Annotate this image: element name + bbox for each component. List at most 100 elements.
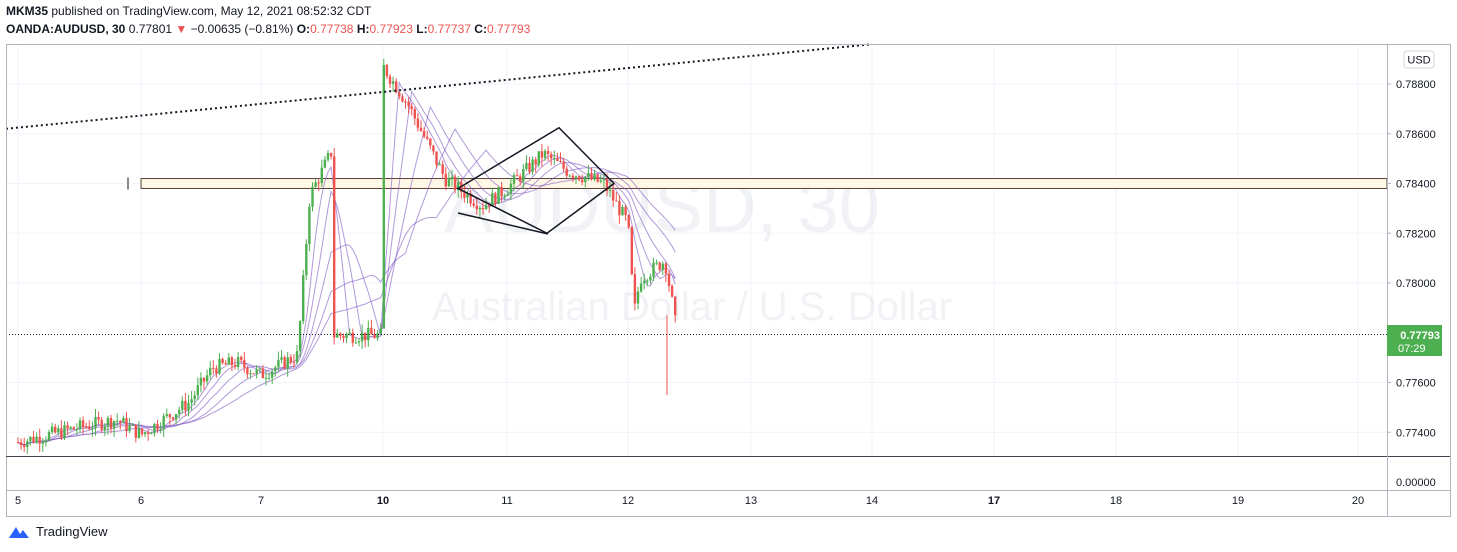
candle-body bbox=[81, 420, 85, 427]
last-price-value: 0.77793 bbox=[1400, 330, 1440, 342]
candle-body bbox=[150, 433, 153, 435]
candle-body bbox=[391, 81, 395, 84]
candle-body bbox=[230, 357, 234, 366]
candle-body bbox=[29, 436, 32, 442]
candle-body bbox=[584, 177, 587, 183]
candle-body bbox=[143, 432, 147, 435]
candle-body bbox=[565, 168, 568, 176]
candle-body bbox=[311, 186, 314, 207]
moving-average-line bbox=[17, 105, 676, 446]
candle-body bbox=[599, 180, 602, 182]
candle-body bbox=[283, 357, 286, 369]
publish-line: MKM35 published on TradingView.com, May … bbox=[6, 4, 371, 18]
candle-body bbox=[450, 176, 454, 179]
drawings[interactable] bbox=[5, 43, 1387, 335]
candle-body bbox=[88, 426, 91, 430]
candle-body bbox=[106, 417, 110, 427]
candle-body bbox=[32, 436, 35, 443]
footer-brand[interactable]: TradingView bbox=[8, 524, 108, 539]
candle-body bbox=[522, 168, 525, 182]
diamond-lower-left-edge[interactable] bbox=[457, 212, 549, 235]
time-tick-label: 18 bbox=[1110, 495, 1122, 507]
candle-body bbox=[196, 385, 199, 396]
candle-body bbox=[419, 127, 423, 131]
candle-body bbox=[398, 92, 401, 97]
author-name[interactable]: MKM35 bbox=[6, 4, 49, 18]
candle-body bbox=[184, 400, 187, 411]
candle-body bbox=[224, 362, 227, 365]
bar-countdown: 07:29 bbox=[1398, 343, 1426, 355]
candle-body bbox=[258, 368, 261, 370]
candle-body bbox=[165, 414, 168, 416]
time-tick-label: 7 bbox=[258, 495, 264, 507]
candle-body bbox=[596, 174, 599, 182]
candle-body bbox=[410, 106, 413, 110]
candle-body bbox=[128, 425, 131, 432]
candle-body bbox=[112, 421, 116, 429]
candle-body bbox=[137, 428, 141, 438]
candle-body bbox=[497, 187, 500, 204]
candle-body bbox=[376, 333, 379, 339]
last-price: 0.77801 bbox=[128, 22, 173, 36]
candle-body bbox=[75, 429, 79, 431]
support-zone[interactable] bbox=[140, 178, 1388, 189]
candle-body bbox=[100, 419, 103, 430]
candle-body bbox=[193, 395, 196, 400]
time-tick-label: 17 bbox=[988, 495, 1000, 507]
indicator-tick-label: 0.00000 bbox=[1396, 477, 1436, 489]
candle-body bbox=[94, 417, 97, 429]
time-axis[interactable]: 5 6 7 10 11 12 13 14 17 18 19 20 bbox=[15, 495, 1364, 507]
candle-body bbox=[264, 377, 268, 379]
candle-body bbox=[181, 400, 184, 410]
candle-body bbox=[478, 207, 482, 210]
candle-body bbox=[178, 409, 181, 415]
candle-body bbox=[63, 425, 66, 438]
candle-body bbox=[422, 130, 426, 137]
candle-body bbox=[72, 427, 75, 430]
candle-body bbox=[47, 432, 51, 441]
candle-body bbox=[339, 333, 342, 336]
currency-label: USD bbox=[1407, 55, 1430, 67]
candle-body bbox=[302, 275, 305, 322]
open-value: 0.77738 bbox=[310, 22, 354, 36]
low-label: L: bbox=[416, 22, 428, 36]
symbol-name[interactable]: OANDA:AUDUSD, 30 bbox=[6, 22, 126, 36]
candle-body bbox=[488, 204, 491, 207]
candle-body bbox=[559, 161, 562, 163]
candle-body bbox=[481, 207, 485, 210]
candle-body bbox=[54, 426, 57, 433]
candle-body bbox=[630, 227, 633, 275]
candle-body bbox=[574, 176, 578, 178]
candle-body bbox=[562, 161, 565, 169]
candle-body bbox=[627, 215, 630, 228]
candle-body bbox=[298, 321, 302, 352]
time-tick-label: 20 bbox=[1352, 495, 1364, 507]
candle-body bbox=[674, 296, 677, 316]
candle-body bbox=[612, 190, 615, 201]
horizontal-zone[interactable] bbox=[127, 177, 1388, 190]
candle-body bbox=[401, 96, 404, 102]
candle-body bbox=[608, 190, 612, 192]
price-tick-label: 0.78400 bbox=[1396, 179, 1436, 191]
ma-ribbon bbox=[17, 80, 676, 446]
candle-body bbox=[342, 335, 345, 339]
candle-body bbox=[125, 418, 128, 432]
last-price-label: 0.77793 07:29 bbox=[1387, 325, 1442, 356]
time-tick-label: 11 bbox=[501, 495, 512, 507]
diamond-pattern[interactable] bbox=[456, 126, 616, 235]
candle-body bbox=[209, 367, 212, 376]
candle-body bbox=[550, 154, 553, 159]
candle-body bbox=[317, 182, 320, 184]
candle-body bbox=[97, 417, 100, 420]
low-value: 0.77737 bbox=[427, 22, 471, 36]
candle-body bbox=[435, 151, 438, 165]
dotted-trendline[interactable] bbox=[5, 43, 873, 130]
price-axis[interactable]: 0.78800 0.78600 0.78400 0.78200 0.78000 0.776… bbox=[1387, 79, 1436, 489]
candle-body bbox=[652, 262, 655, 277]
chart-border bbox=[6, 44, 1451, 517]
candle-body bbox=[426, 136, 429, 139]
candle-body bbox=[348, 332, 351, 335]
currency-badge[interactable]: USD bbox=[1403, 50, 1435, 69]
candle-body bbox=[463, 191, 466, 198]
